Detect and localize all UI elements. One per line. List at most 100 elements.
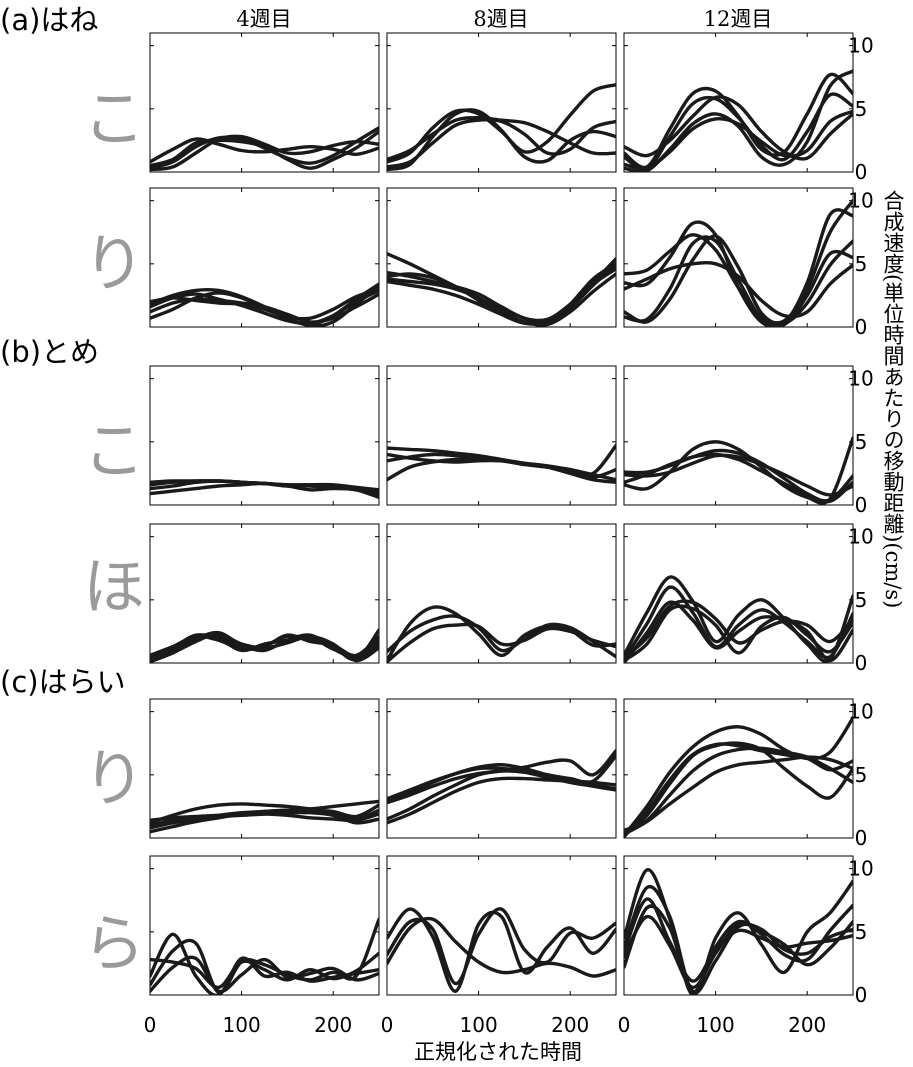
y-tick-label: 5 (855, 588, 868, 612)
series-group (624, 575, 853, 663)
series-group (624, 868, 853, 995)
series-line-4 (624, 234, 853, 326)
series-group (387, 907, 616, 993)
series-line-5 (150, 630, 379, 661)
y-tick-label: 0 (855, 826, 868, 850)
series-line-2 (387, 614, 616, 659)
x-tick-label: 200 (788, 1013, 826, 1037)
series-group (624, 436, 853, 505)
x-tick-label: 200 (551, 1013, 589, 1037)
series-line-4 (150, 803, 379, 834)
row-char-6: ら (83, 907, 145, 980)
series-group (624, 69, 853, 172)
panel-frame (623, 698, 854, 839)
series-line-5 (387, 262, 616, 326)
x-tick-label: 0 (618, 1013, 631, 1037)
panel-r5-c3 (623, 698, 854, 839)
x-tick-label: 0 (381, 1013, 394, 1037)
y-tick-label: 10 (848, 700, 873, 724)
y-tick-label: 0 (855, 160, 868, 184)
series-group (150, 799, 379, 834)
series-line-2 (624, 452, 853, 503)
series-line-2 (624, 741, 853, 835)
y-tick-label: 10 (848, 367, 873, 391)
series-line-5 (150, 812, 379, 828)
panel-r4-c3 (623, 523, 854, 664)
series-group (387, 749, 616, 825)
series-line-3 (387, 108, 616, 172)
series-group (150, 126, 379, 172)
y-tick-label: 0 (855, 315, 868, 339)
series-group (150, 479, 379, 500)
panel-r2-c3 (623, 187, 854, 328)
panel-r2-c1 (149, 187, 380, 328)
panel-r5-c2 (386, 698, 617, 839)
series-line-4 (624, 109, 853, 171)
panel-r2-c2 (386, 187, 617, 328)
series-line-1 (624, 575, 853, 663)
row-char-4: ほ (83, 550, 145, 623)
series-line-4 (624, 904, 853, 995)
series-line-3 (387, 916, 616, 978)
panel-frame (386, 855, 617, 996)
series-group (624, 198, 853, 327)
y-tick-label: 5 (855, 763, 868, 787)
series-line-2 (387, 769, 616, 821)
y-tick-label: 10 (848, 525, 873, 549)
section-label-a: (a)はね (0, 3, 98, 37)
row-char-2: り (83, 227, 145, 300)
panel-r1-c1 (149, 32, 380, 173)
panel-r3-c1 (149, 365, 380, 506)
section-label-b: (b)とめ (0, 335, 99, 369)
series-group (387, 605, 616, 663)
panel-r6-c2 (386, 855, 617, 996)
series-line-4 (624, 453, 853, 497)
series-line-2 (624, 585, 853, 661)
y-tick-label: 5 (855, 430, 868, 454)
y-tick-label: 5 (855, 252, 868, 276)
y-tick-label: 10 (848, 857, 873, 881)
series-line-4 (150, 479, 379, 492)
series-line-3 (387, 263, 616, 326)
series-line-3 (624, 235, 853, 327)
series-line-4 (624, 604, 853, 663)
series-line-3 (387, 622, 616, 663)
series-line-4 (150, 955, 379, 994)
column-title-week12: 12週目 (704, 7, 773, 31)
panel-r6-c1 (149, 855, 380, 996)
series-line-4 (150, 633, 379, 658)
y-tick-label: 0 (855, 983, 868, 1007)
series-line-4 (387, 452, 616, 484)
series-line-1 (624, 868, 853, 995)
series-group (150, 282, 379, 327)
x-tick-label: 100 (697, 1013, 735, 1037)
panel-frame (623, 365, 854, 506)
series-line-5 (624, 897, 853, 983)
panel-frame (386, 365, 617, 506)
x-tick-label: 0 (144, 1013, 157, 1037)
y-tick-label: 5 (855, 920, 868, 944)
y-tick-label: 0 (855, 493, 868, 517)
x-tick-label: 100 (223, 1013, 261, 1037)
series-group (150, 628, 379, 663)
series-line-3 (624, 914, 853, 990)
series-line-3 (150, 932, 379, 995)
series-line-3 (624, 436, 853, 505)
panel-r3-c3 (623, 365, 854, 506)
panel-r4-c1 (149, 523, 380, 664)
panel-r1-c3 (623, 32, 854, 173)
y-tick-label: 5 (855, 97, 868, 121)
series-line-2 (624, 884, 853, 993)
series-line-2 (150, 134, 379, 172)
panel-r4-c2 (386, 523, 617, 664)
series-line-2 (624, 198, 853, 325)
row-char-1: こ (83, 82, 145, 155)
y-axis-label: 合成速度(単位時間あたりの移動距離)(cm/s) (881, 190, 905, 608)
column-title-week4: 4週目 (236, 7, 291, 31)
x-tick-label: 100 (460, 1013, 498, 1037)
series-line-5 (624, 95, 853, 161)
series-group (387, 443, 616, 484)
series-group (624, 716, 853, 838)
series-group (387, 252, 616, 327)
panel-frame (386, 523, 617, 664)
